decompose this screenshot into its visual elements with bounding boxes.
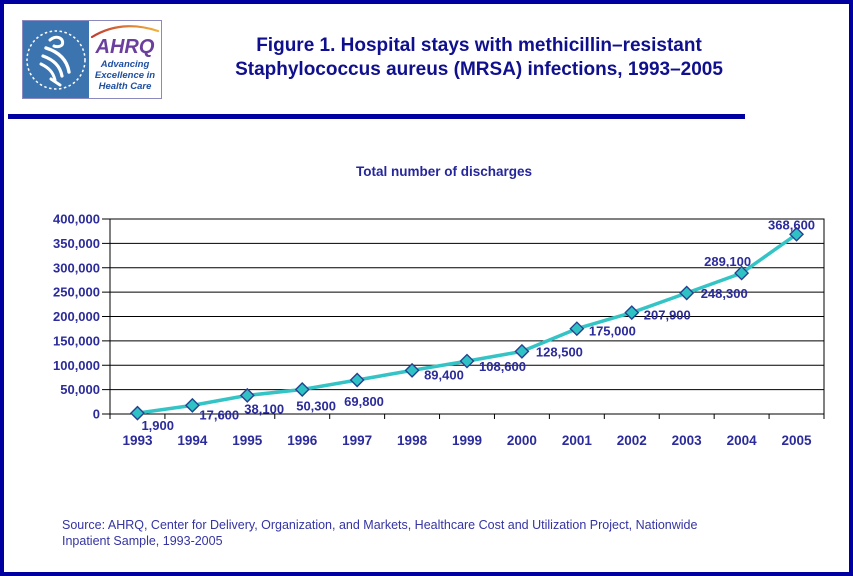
tagline-line-1: Advancing <box>100 59 150 70</box>
data-point-marker <box>679 285 695 301</box>
data-point-marker <box>349 372 365 388</box>
y-tick-label: 250,000 <box>53 285 100 300</box>
data-labels: 1,900 17,600 38,100 50,300 69,800 89,400 108,6… <box>141 217 815 433</box>
data-point-label: 248,300 <box>701 286 748 301</box>
figure-title: Figure 1. Hospital stays with methicilli… <box>179 34 779 82</box>
x-tick-label: 1996 <box>287 433 318 448</box>
x-tick-label: 2001 <box>562 433 593 448</box>
tagline-line-3: Health Care <box>98 81 152 92</box>
x-tick-label: 1995 <box>232 433 263 448</box>
y-tick-label: 0 <box>93 407 100 422</box>
data-point-label: 175,000 <box>589 324 636 339</box>
x-tick-label: 2000 <box>507 433 537 448</box>
data-point-label: 368,600 <box>768 217 815 232</box>
source-note-line-2: Inpatient Sample, 1993-2005 <box>62 534 223 548</box>
data-point-marker <box>404 362 420 378</box>
data-point-marker <box>459 353 475 369</box>
data-point-marker <box>294 381 310 397</box>
y-tick-label: 400,000 <box>53 212 100 227</box>
y-tick-label: 350,000 <box>53 236 100 251</box>
x-tick-label: 2002 <box>617 433 647 448</box>
data-point-label: 50,300 <box>296 398 336 413</box>
data-point-label: 1,900 <box>141 418 174 433</box>
y-tick-label: 300,000 <box>53 260 100 275</box>
data-point-label: 128,500 <box>536 344 583 359</box>
x-tick-label: 1999 <box>452 433 482 448</box>
ahrq-tagline: Advancing Excellence in Health Care <box>89 59 161 92</box>
ahrq-logo: AHRQ Advancing Excellence in Health Care <box>22 20 162 99</box>
data-point-label: 207,900 <box>644 308 691 323</box>
data-point-marker <box>184 397 200 413</box>
x-tick-label: 2003 <box>672 433 703 448</box>
source-note-line-1: Source: AHRQ, Center for Delivery, Organ… <box>62 518 698 532</box>
axis-ticks <box>102 218 825 419</box>
data-point-label: 69,800 <box>344 394 384 409</box>
x-tick-label: 1998 <box>397 433 428 448</box>
y-tick-label: 50,000 <box>60 382 100 397</box>
figure-title-line-2: Staphylococcus aureus (MRSA) infections,… <box>235 59 723 80</box>
x-tick-label: 1993 <box>122 433 153 448</box>
ahrq-acronym: AHRQ <box>95 36 155 58</box>
x-tick-label: 2004 <box>727 433 758 448</box>
gridlines <box>109 218 825 415</box>
series-line <box>135 232 799 415</box>
series <box>135 232 799 415</box>
source-note: Source: AHRQ, Center for Delivery, Organ… <box>62 517 782 549</box>
data-point-marker <box>624 305 640 321</box>
data-point-marker <box>239 387 255 403</box>
y-tick-label: 100,000 <box>53 358 100 373</box>
mrsa-discharges-line-chart: 0 50,000 100,000 150,000 200,000 250,000 300,0… <box>53 212 825 448</box>
x-tick-label: 1997 <box>342 433 372 448</box>
x-tick-label: 2005 <box>782 433 813 448</box>
data-point-marker <box>789 226 805 242</box>
hhs-eagle-seal-icon <box>26 30 86 90</box>
x-axis-labels: 1993 1994 1995 1996 1997 1998 1999 2000 2001 2002… <box>122 433 812 448</box>
tagline-line-2: Excellence in <box>94 70 156 81</box>
figure-title-line-1: Figure 1. Hospital stays with methicilli… <box>256 35 702 56</box>
arc-swoosh-icon <box>90 25 160 39</box>
data-point-marker <box>514 343 530 359</box>
data-point-label: 38,100 <box>244 401 284 416</box>
chart-title: Total number of discharges <box>355 164 533 179</box>
data-point-marker <box>569 321 585 337</box>
data-point-label: 17,600 <box>199 407 239 422</box>
data-point-marker <box>734 265 750 281</box>
data-point-label: 289,100 <box>704 254 751 269</box>
data-points <box>129 226 805 421</box>
ahrq-wordmark-panel: AHRQ Advancing Excellence in Health Care <box>89 21 161 98</box>
y-tick-label: 200,000 <box>53 309 100 324</box>
data-point-label: 89,400 <box>424 367 464 382</box>
hhs-seal-panel <box>23 21 89 98</box>
y-axis-labels: 0 50,000 100,000 150,000 200,000 250,000 300,0… <box>53 212 100 422</box>
data-point-label: 108,600 <box>479 359 526 374</box>
x-tick-label: 1994 <box>177 433 208 448</box>
data-point-marker <box>129 405 145 421</box>
header-divider-rule <box>8 114 745 119</box>
y-tick-label: 150,000 <box>53 333 100 348</box>
